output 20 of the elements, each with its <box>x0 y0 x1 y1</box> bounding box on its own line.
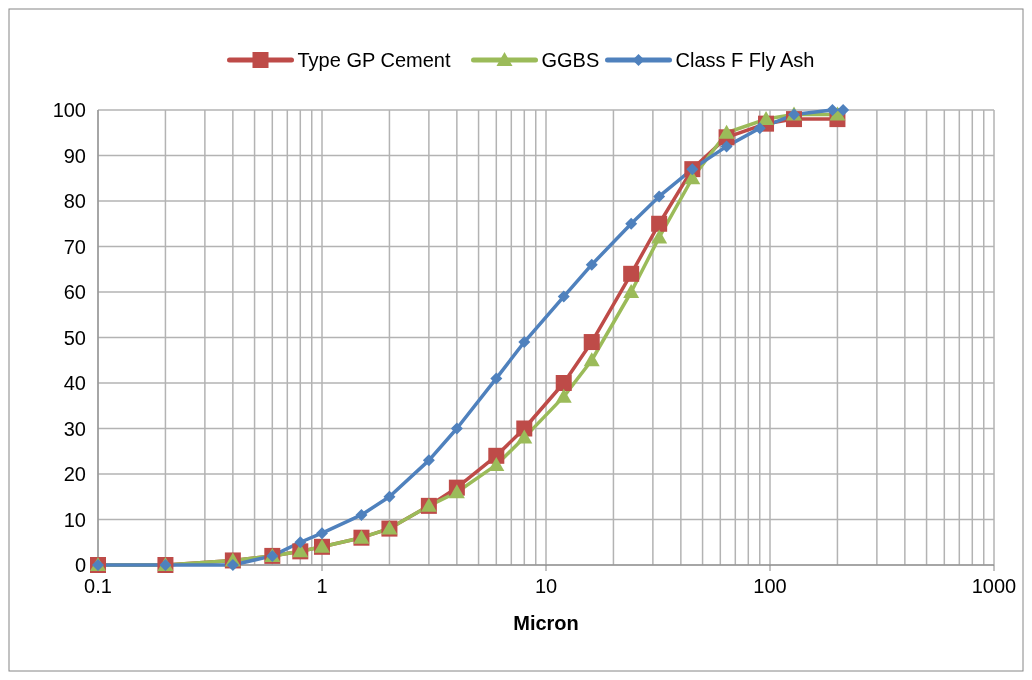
legend-label: Class F Fly Ash <box>675 49 815 71</box>
y-tick-label: 50 <box>63 326 86 349</box>
y-tick-label: 60 <box>63 281 86 303</box>
y-tick-label: 40 <box>63 372 86 394</box>
y-tick-label: 100 <box>52 99 86 121</box>
y-tick-label: 70 <box>63 235 86 258</box>
x-tick-label: 10 <box>534 575 558 597</box>
legend-label: GGBS <box>541 49 600 71</box>
y-tick-label: 20 <box>63 463 86 485</box>
legend-label: Type GP Cement <box>297 49 451 71</box>
y-tick-label: 30 <box>63 417 86 440</box>
x-tick-label: 100 <box>753 575 787 597</box>
x-tick-label: 0.1 <box>84 575 112 597</box>
x-tick-label: 1 <box>316 575 328 597</box>
y-tick-label: 80 <box>63 190 86 212</box>
y-tick-label: 0 <box>74 554 86 576</box>
x-axis-title: Micron <box>513 612 579 634</box>
x-tick-label: 1000 <box>971 575 1017 597</box>
y-tick-label: 10 <box>63 508 86 531</box>
y-tick-label: 90 <box>63 144 86 167</box>
